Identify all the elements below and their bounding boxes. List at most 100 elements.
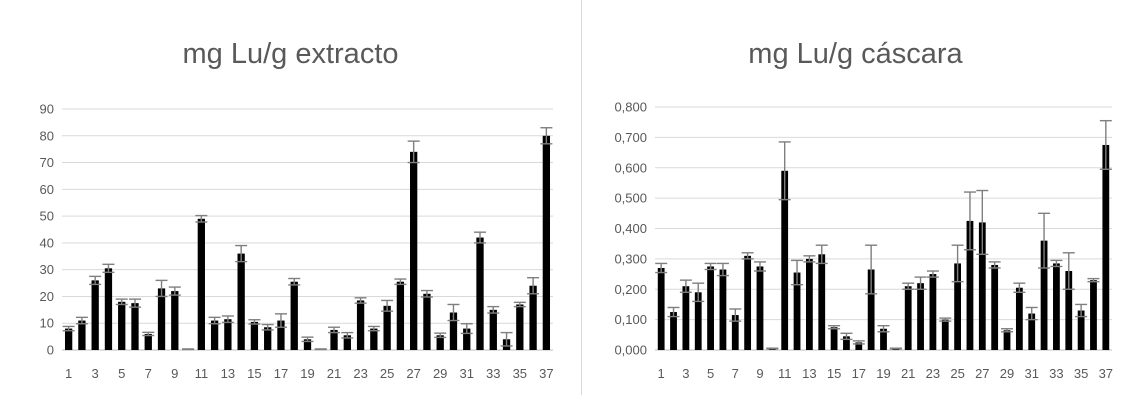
bar bbox=[396, 281, 405, 350]
bar bbox=[476, 237, 484, 350]
bar bbox=[880, 328, 887, 350]
bar bbox=[855, 342, 863, 350]
x-tick-label: 11 bbox=[195, 366, 209, 381]
bar bbox=[1077, 310, 1085, 350]
x-tick-label: 21 bbox=[327, 366, 341, 381]
bar bbox=[781, 170, 789, 350]
bar bbox=[1015, 287, 1023, 350]
x-tick-label: 33 bbox=[1049, 366, 1063, 381]
bar bbox=[843, 336, 850, 350]
chart-title: mg Lu/g extracto bbox=[182, 38, 399, 70]
bar bbox=[694, 292, 702, 350]
x-tick-label: 9 bbox=[171, 366, 178, 381]
bar bbox=[64, 328, 73, 350]
y-tick-label: 0,200 bbox=[614, 282, 647, 297]
bar bbox=[744, 255, 752, 350]
x-tick-label: 5 bbox=[707, 366, 714, 381]
bar bbox=[171, 291, 179, 350]
y-tick-label: 0,800 bbox=[614, 100, 647, 115]
bar bbox=[356, 300, 365, 350]
bar bbox=[818, 254, 826, 350]
chart-title: mg Lu/g cáscara bbox=[748, 38, 963, 70]
bar bbox=[719, 269, 727, 350]
x-tick-label: 37 bbox=[1099, 366, 1113, 381]
x-tick-label: 37 bbox=[539, 366, 553, 381]
bar bbox=[929, 274, 937, 350]
bar bbox=[330, 329, 338, 350]
y-tick-label: 20 bbox=[40, 289, 54, 304]
bar bbox=[542, 135, 551, 350]
bar bbox=[1090, 280, 1097, 350]
x-tick-label: 15 bbox=[247, 366, 261, 381]
bar bbox=[343, 335, 351, 350]
bar bbox=[410, 151, 418, 350]
y-tick-label: 0,700 bbox=[614, 130, 647, 145]
y-tick-label: 10 bbox=[40, 316, 54, 331]
bar bbox=[264, 327, 272, 350]
x-tick-label: 19 bbox=[876, 366, 890, 381]
bar bbox=[131, 303, 139, 350]
bar bbox=[805, 258, 813, 350]
y-tick-label: 50 bbox=[40, 209, 54, 224]
bar bbox=[516, 304, 524, 350]
x-tick-label: 19 bbox=[300, 366, 314, 381]
y-tick-label: 0,400 bbox=[614, 221, 647, 236]
x-tick-label: 1 bbox=[658, 366, 665, 381]
bar bbox=[731, 315, 739, 350]
x-tick-label: 35 bbox=[513, 366, 527, 381]
bar bbox=[104, 268, 113, 350]
bar bbox=[657, 267, 665, 350]
x-tick-label: 13 bbox=[221, 366, 235, 381]
x-tick-label: 25 bbox=[950, 366, 964, 381]
bar bbox=[670, 312, 677, 350]
bar bbox=[118, 301, 126, 350]
x-tick-label: 3 bbox=[92, 366, 99, 381]
y-tick-label: 60 bbox=[40, 182, 54, 197]
bar bbox=[277, 320, 285, 350]
bar bbox=[1102, 144, 1110, 350]
bar bbox=[954, 263, 962, 350]
bar bbox=[383, 305, 391, 350]
bar bbox=[1065, 271, 1073, 350]
bar bbox=[756, 266, 764, 350]
bar bbox=[707, 266, 714, 350]
bar bbox=[423, 293, 431, 350]
bar bbox=[78, 320, 86, 350]
bar bbox=[793, 272, 801, 350]
x-tick-label: 7 bbox=[732, 366, 739, 381]
bar bbox=[157, 288, 166, 350]
bar bbox=[370, 328, 378, 350]
bar bbox=[237, 253, 245, 350]
x-tick-label: 15 bbox=[827, 366, 841, 381]
bar bbox=[1053, 263, 1060, 350]
bar bbox=[966, 220, 974, 350]
bar bbox=[830, 327, 838, 350]
bar bbox=[682, 286, 690, 350]
y-tick-label: 0,300 bbox=[614, 251, 647, 266]
bar-chart-cascara: 0,000 0,100 0,200 0,300 0,400 0,500 0,600 0,700… bbox=[614, 100, 1113, 382]
x-tick-label: 5 bbox=[118, 366, 125, 381]
y-tick-label: 0,100 bbox=[614, 312, 647, 327]
bar bbox=[463, 328, 471, 350]
x-tick-label: 17 bbox=[274, 366, 288, 381]
x-tick-label: 17 bbox=[852, 366, 866, 381]
bar bbox=[1003, 330, 1011, 350]
x-tick-label: 29 bbox=[1000, 366, 1014, 381]
bar bbox=[1040, 240, 1048, 350]
x-tick-label: 35 bbox=[1074, 366, 1088, 381]
x-tick-label: 9 bbox=[756, 366, 763, 381]
bar bbox=[290, 281, 298, 350]
y-tick-label: 0,000 bbox=[614, 343, 647, 358]
bar bbox=[917, 283, 924, 350]
bar bbox=[1028, 313, 1036, 350]
bar bbox=[489, 309, 497, 350]
chart-panel-extracto: mg Lu/g extracto 0 10 20 30 40 50 60 70 80 90 1 3 5 7… bbox=[39, 0, 582, 395]
y-tick-label: 70 bbox=[40, 155, 54, 170]
bar bbox=[303, 339, 312, 350]
x-tick-label: 21 bbox=[901, 366, 915, 381]
y-tick-label: 0,500 bbox=[614, 191, 647, 206]
chart-panel-cascara: mg Lu/g cáscara 0,000 0,100 0,200 0,300 0,40… bbox=[585, 0, 1126, 395]
x-tick-label: 27 bbox=[406, 366, 420, 381]
bar bbox=[991, 264, 999, 350]
y-tick-label: 40 bbox=[40, 235, 54, 250]
